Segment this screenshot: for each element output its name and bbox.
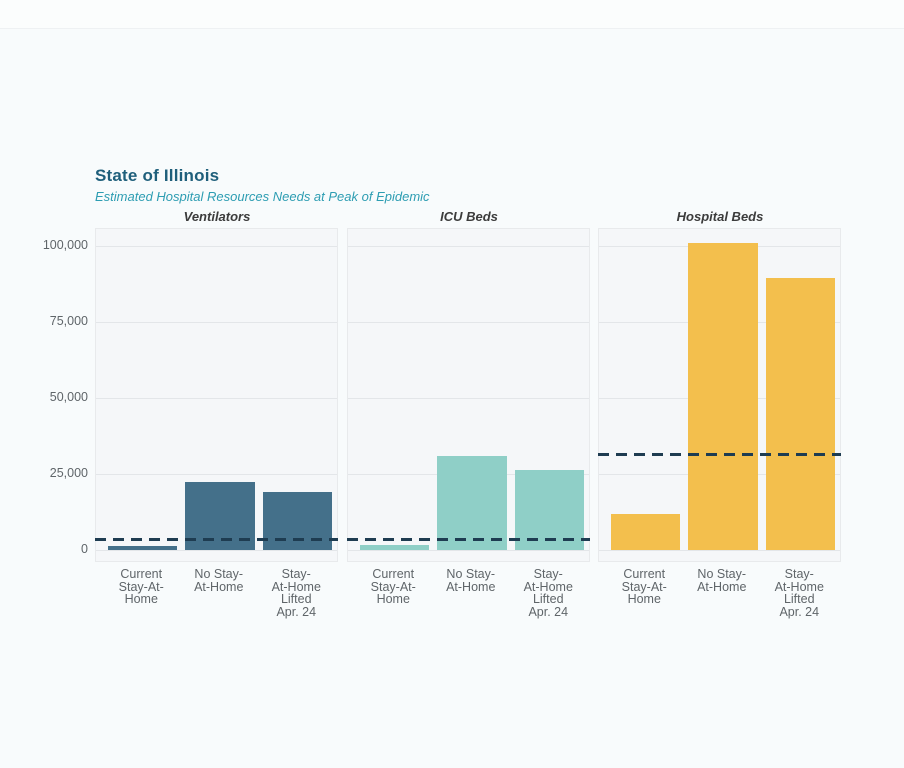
- panel-title-icu-beds: ICU Beds: [440, 209, 498, 224]
- gridline: [96, 398, 337, 399]
- gridline: [96, 246, 337, 247]
- gridline: [348, 322, 589, 323]
- panel-ventilators: [95, 228, 338, 562]
- capacity-dashed-line: [95, 538, 338, 542]
- y-axis-label: 25,000: [49, 466, 88, 480]
- x-axis-label: No Stay- At-Home: [194, 567, 244, 594]
- y-axis-label: 0: [81, 542, 88, 556]
- bar-ventilators-0: [107, 546, 177, 550]
- gridline: [96, 474, 337, 475]
- gridline: [599, 550, 840, 551]
- chart-title: State of Illinois: [95, 166, 220, 185]
- capacity-dashed-line: [347, 538, 590, 542]
- x-axis-label: Stay- At-Home Lifted Apr. 24: [523, 567, 573, 619]
- panel-title-hospital-beds: Hospital Beds: [676, 209, 764, 224]
- capacity-dashed-line: [598, 452, 841, 456]
- bar-hospital-beds-1: [688, 242, 758, 550]
- x-axis-label: No Stay- At-Home: [697, 567, 747, 594]
- gridline: [348, 398, 589, 399]
- x-axis-label: Current Stay-At- Home: [621, 567, 667, 606]
- panel-hospital-beds: [598, 228, 841, 562]
- panel-icu-beds: [347, 228, 590, 562]
- y-axis-label: 100,000: [42, 238, 88, 252]
- x-axis-label: Stay- At-Home Lifted Apr. 24: [774, 567, 824, 619]
- bar-icu-beds-2: [514, 470, 584, 550]
- x-axis-label: Current Stay-At- Home: [118, 567, 164, 606]
- bar-hospital-beds-2: [765, 277, 835, 550]
- gridline: [348, 246, 589, 247]
- bar-icu-beds-1: [437, 456, 507, 550]
- x-axis-label: No Stay- At-Home: [446, 567, 496, 594]
- bar-hospital-beds-0: [610, 514, 680, 550]
- x-axis-label: Current Stay-At- Home: [370, 567, 416, 606]
- y-axis-label: 75,000: [49, 314, 88, 328]
- top-strip: [0, 0, 904, 29]
- y-axis-label: 50,000: [49, 390, 88, 404]
- gridline: [96, 550, 337, 551]
- x-axis-label: Stay- At-Home Lifted Apr. 24: [271, 567, 321, 619]
- panel-title-ventilators: Ventilators: [183, 209, 251, 224]
- gridline: [348, 550, 589, 551]
- bar-icu-beds-0: [359, 544, 429, 550]
- chart-subtitle: Estimated Hospital Resources Needs at Pe…: [95, 189, 430, 204]
- gridline: [96, 322, 337, 323]
